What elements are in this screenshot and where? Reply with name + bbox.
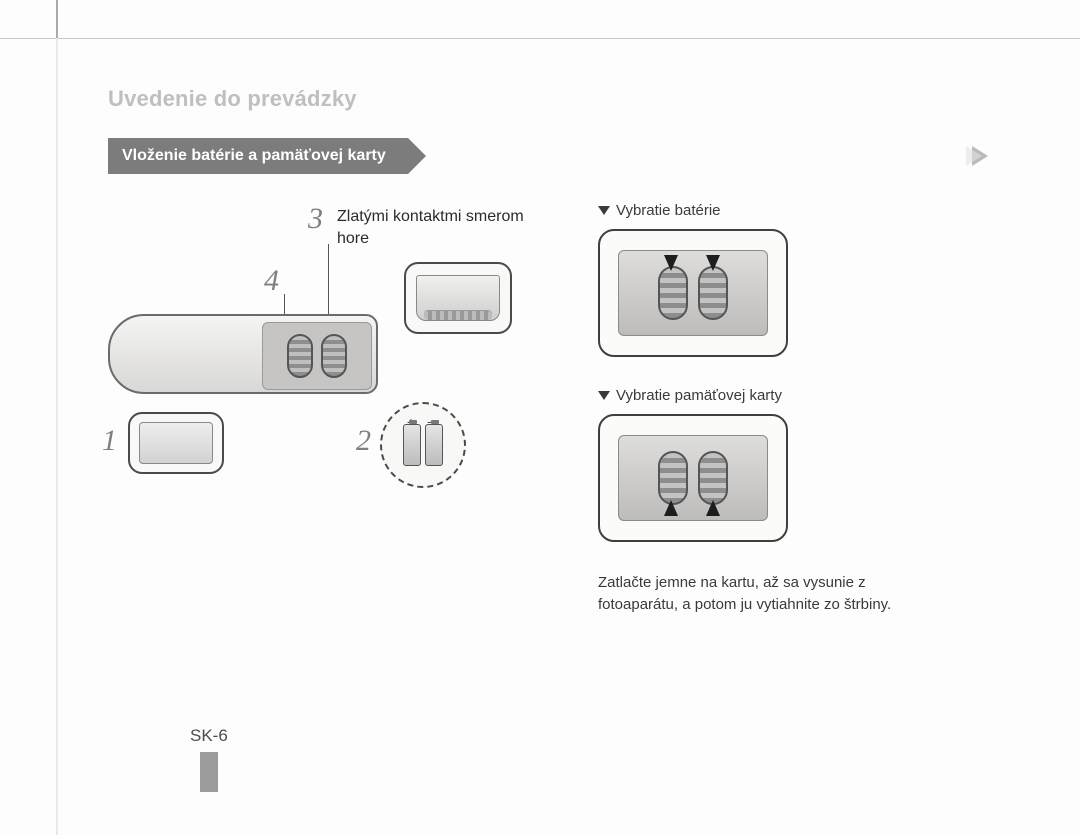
continue-arrow-icon xyxy=(972,146,988,166)
leader-line-3 xyxy=(328,244,329,322)
step-4-callout xyxy=(404,262,512,334)
step-2-number: 2 xyxy=(356,424,371,458)
battery-icon xyxy=(425,424,443,466)
triangle-down-icon xyxy=(598,391,610,400)
step-2-callout: + − xyxy=(380,402,466,488)
subsection-title: Vloženie batérie a pamäťovej karty xyxy=(122,147,386,165)
compartment-view xyxy=(618,435,768,521)
page-binding-mark-top xyxy=(56,0,58,38)
step-3-text: Zlatými kontaktmi smerom hore xyxy=(337,202,548,249)
page-binding-mark xyxy=(56,38,58,835)
arrow-down-icon xyxy=(664,255,678,271)
page-content: Uvedenie do prevádzky Vloženie batérie a… xyxy=(108,86,988,616)
section-title: Uvedenie do prevádzky xyxy=(108,86,988,112)
removal-instructions: Vybratie batérie Vybratie pamäťovej kart… xyxy=(598,202,958,616)
top-horizontal-rule xyxy=(0,38,1080,39)
remove-card-illustration xyxy=(598,414,788,542)
step-3: 3 Zlatými kontaktmi smerom hore xyxy=(308,202,548,249)
remove-card-text: Vybratie pamäťovej karty xyxy=(616,387,782,404)
subsection-ribbon: Vloženie batérie a pamäťovej karty xyxy=(108,138,408,174)
remove-card-label: Vybratie pamäťovej karty xyxy=(598,387,958,404)
battery-spring-icon xyxy=(698,266,728,320)
camera-bottom-illustration xyxy=(108,314,378,394)
remove-battery-label: Vybratie batérie xyxy=(598,202,958,219)
page-number-block: SK-6 xyxy=(190,726,228,792)
card-removal-note: Zatlačte jemne na kartu, až sa vysunie z… xyxy=(598,572,918,616)
remove-battery-illustration xyxy=(598,229,788,357)
page-tab-marker xyxy=(200,752,218,792)
subsection-header-row: Vloženie batérie a pamäťovej karty xyxy=(108,138,988,174)
remove-battery-text: Vybratie batérie xyxy=(616,202,721,219)
battery-spring-icon xyxy=(698,451,728,505)
triangle-down-icon xyxy=(598,206,610,215)
compartment-view xyxy=(618,250,768,336)
arrow-down-icon xyxy=(706,255,720,271)
step-1-callout xyxy=(128,412,224,474)
content-columns: 3 Zlatými kontaktmi smerom hore 4 1 2 + … xyxy=(108,202,988,616)
battery-spring-icon xyxy=(658,266,688,320)
page-number: SK-6 xyxy=(190,726,228,746)
battery-spring-icon xyxy=(321,334,347,378)
battery-compartment xyxy=(262,322,372,390)
arrow-up-icon xyxy=(706,500,720,516)
battery-spring-icon xyxy=(658,451,688,505)
arrow-up-icon xyxy=(664,500,678,516)
step-1-number: 1 xyxy=(102,424,117,458)
insertion-diagram: 3 Zlatými kontaktmi smerom hore 4 1 2 + … xyxy=(108,202,548,502)
step-3-number: 3 xyxy=(308,202,323,236)
cover-illustration xyxy=(416,275,500,321)
step-4-number: 4 xyxy=(264,264,279,298)
battery-icon xyxy=(403,424,421,466)
latch-illustration xyxy=(139,422,213,464)
battery-spring-icon xyxy=(287,334,313,378)
